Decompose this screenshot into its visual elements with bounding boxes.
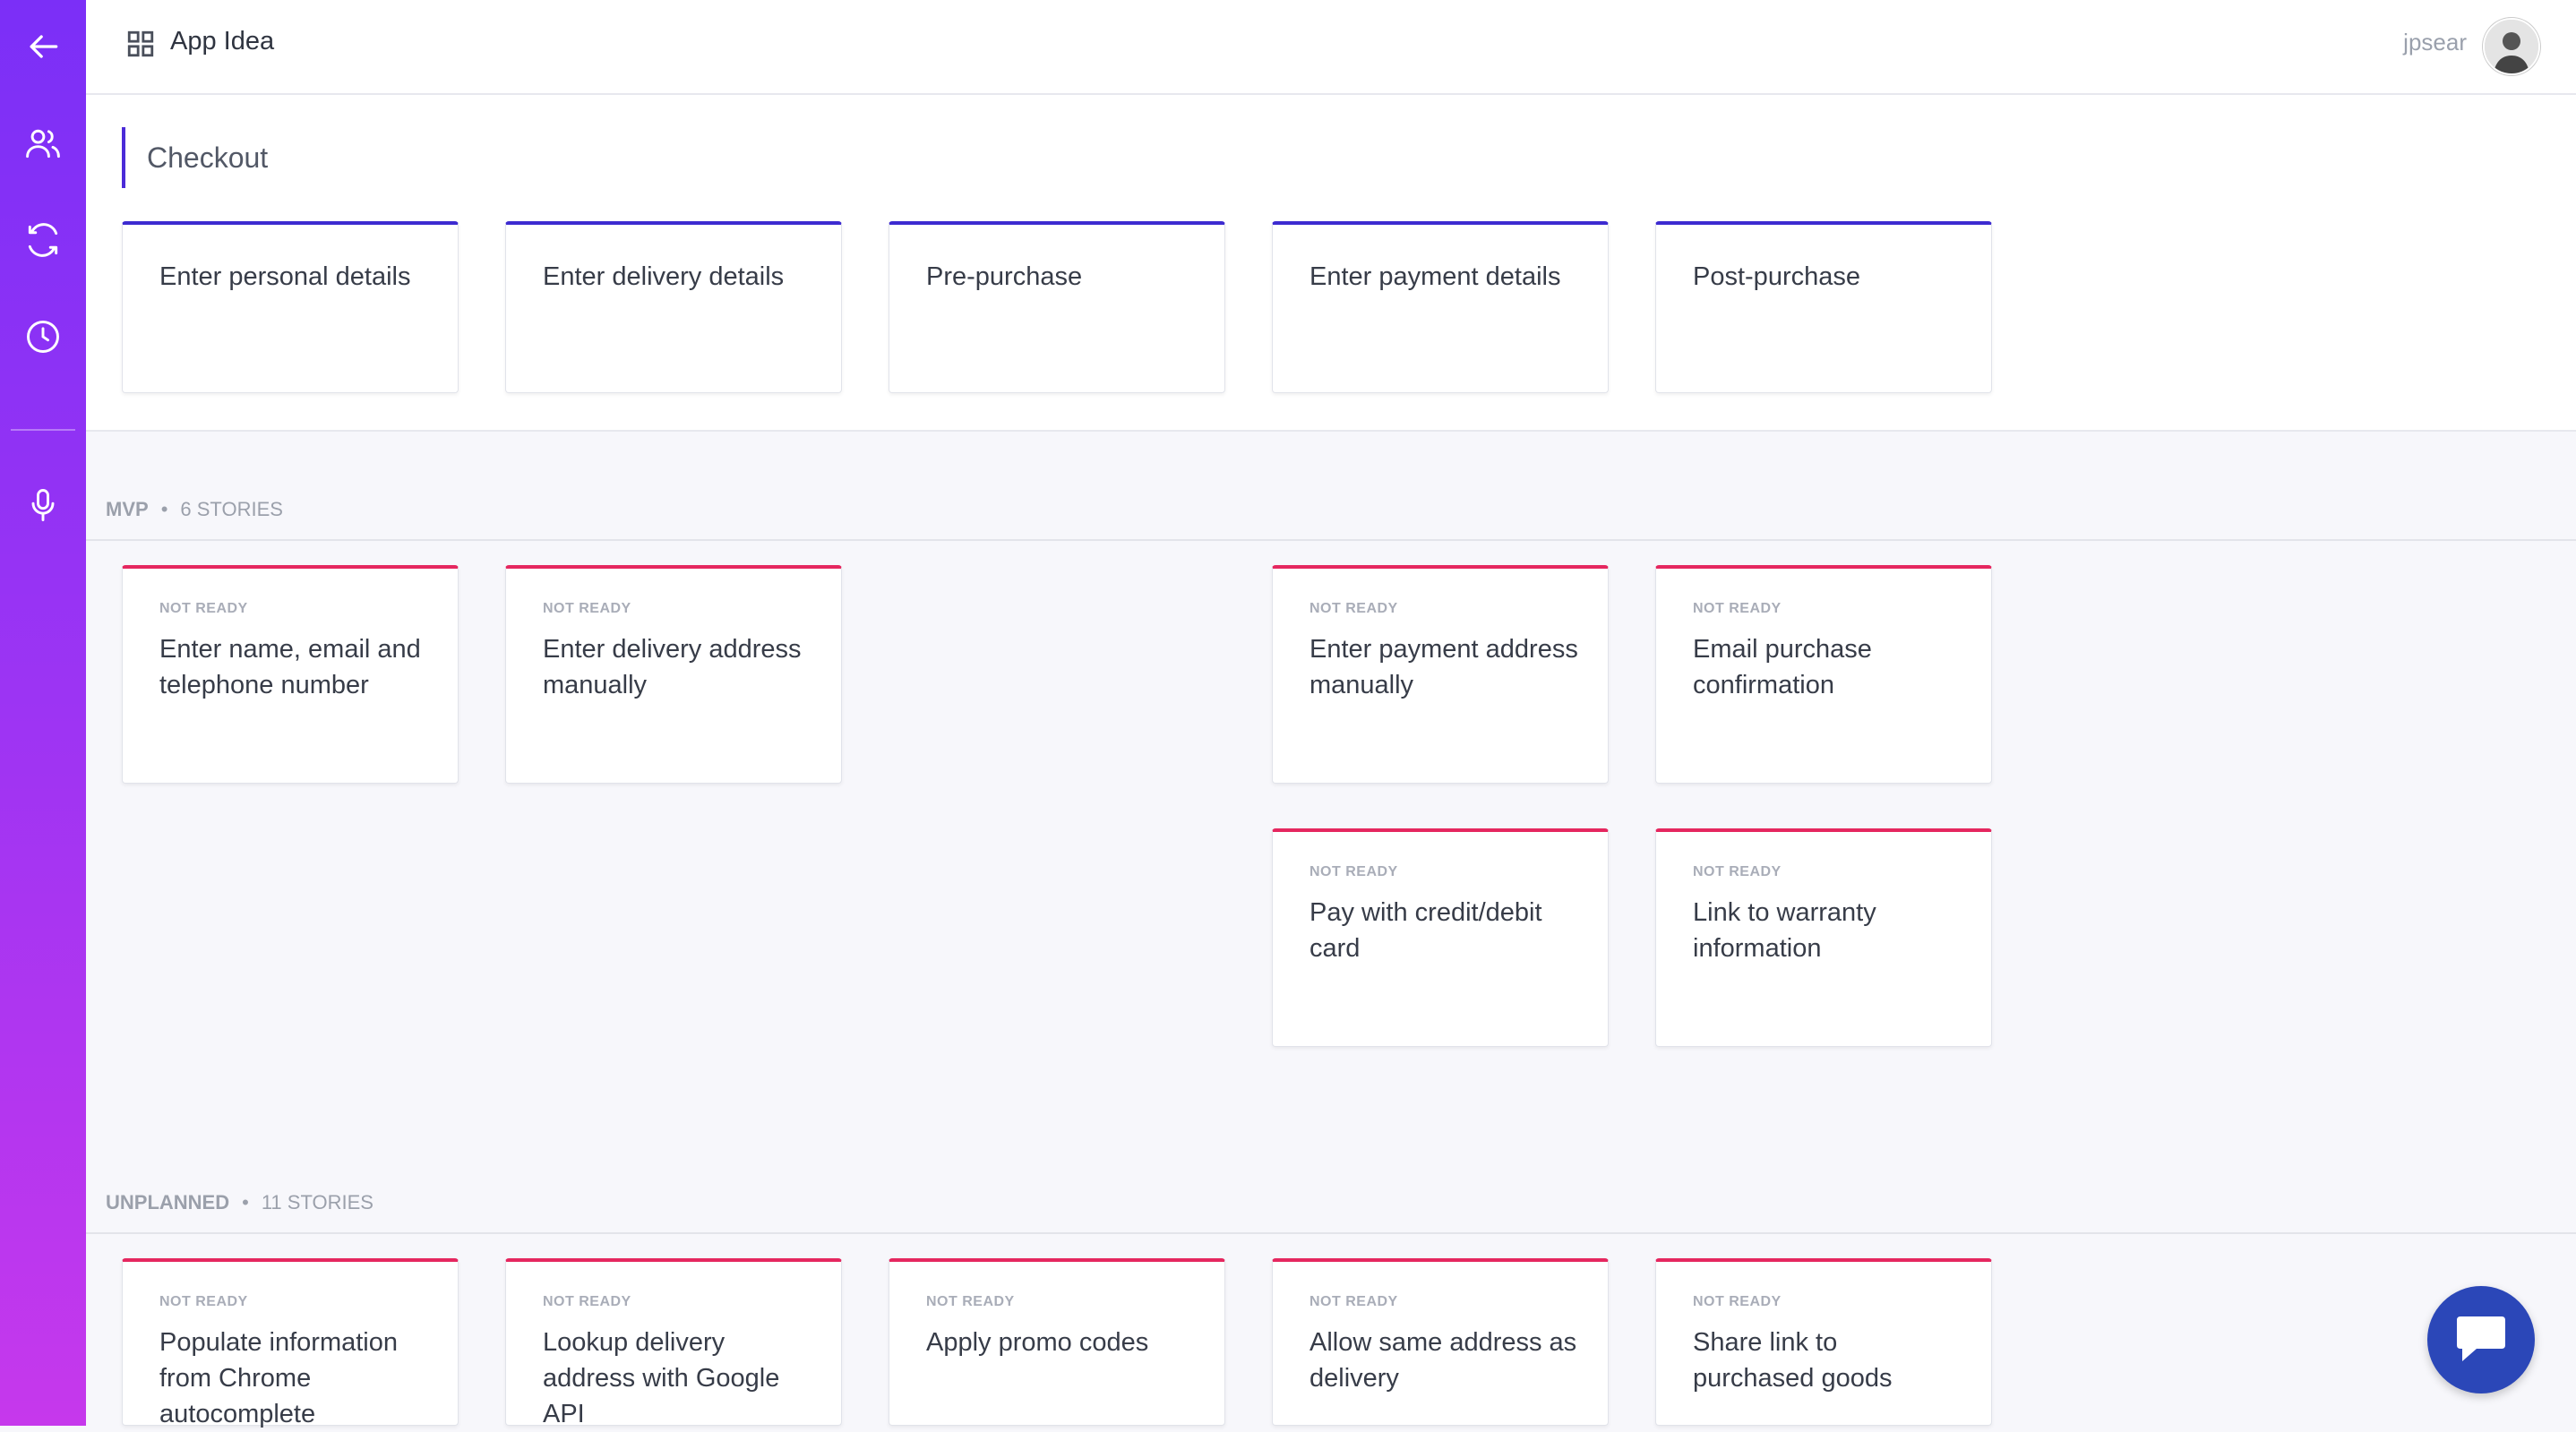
top-bar: App Idea jpsear (86, 0, 2576, 95)
release-count: 11 STORIES (261, 1191, 374, 1213)
release-header-unplanned[interactable]: UNPLANNED • 11 STORIES (106, 1191, 374, 1213)
story-title: Apply promo codes (926, 1328, 1149, 1357)
story-card[interactable]: NOT READY Share link to purchased goods (1655, 1258, 1992, 1426)
release-divider (86, 539, 2576, 541)
sync-icon[interactable] (21, 219, 64, 262)
users-icon[interactable] (21, 122, 64, 165)
story-card[interactable]: NOT READY Enter name, email and telephon… (122, 565, 459, 784)
status-badge: NOT READY (1693, 1294, 1782, 1309)
story-title: Allow same address as delivery (1309, 1328, 1577, 1393)
status-badge: NOT READY (543, 1294, 631, 1309)
story-title: Populate information from Chrome autocom… (159, 1328, 398, 1428)
step-card[interactable]: Post-purchase (1655, 221, 1992, 393)
story-title: Link to warranty information (1693, 898, 1876, 963)
status-badge: NOT READY (1693, 601, 1782, 616)
release-name: MVP (106, 498, 149, 520)
status-badge: NOT READY (1309, 1294, 1398, 1309)
step-title: Enter personal details (159, 262, 411, 291)
chat-bubble-icon (2457, 1316, 2505, 1361)
status-badge: NOT READY (543, 601, 631, 616)
activity-band: Checkout Enter personal details Enter de… (86, 95, 2576, 432)
username[interactable]: jpsear (2403, 29, 2467, 56)
activity-title[interactable]: Checkout (147, 141, 269, 174)
step-title: Post-purchase (1693, 262, 1860, 291)
step-card[interactable]: Enter personal details (122, 221, 459, 393)
back-arrow-icon[interactable] (21, 25, 64, 68)
clock-icon[interactable] (21, 315, 64, 358)
status-badge: NOT READY (1693, 864, 1782, 879)
sidebar-divider (11, 429, 75, 431)
release-count: 6 STORIES (180, 498, 283, 520)
story-card[interactable]: NOT READY Lookup delivery address with G… (505, 1258, 842, 1428)
avatar[interactable] (2483, 18, 2540, 75)
step-card[interactable]: Enter payment details (1272, 221, 1609, 393)
step-title: Enter delivery details (543, 262, 785, 291)
story-title: Enter name, email and telephone number (159, 635, 421, 699)
status-badge: NOT READY (1309, 864, 1398, 879)
release-name: UNPLANNED (106, 1191, 230, 1213)
status-badge: NOT READY (159, 1294, 248, 1309)
status-badge: NOT READY (926, 1294, 1015, 1309)
story-card[interactable]: NOT READY Enter payment address manually (1272, 565, 1609, 784)
release-divider (86, 1232, 2576, 1234)
story-card[interactable]: NOT READY Pay with credit/debit card (1272, 828, 1609, 1047)
story-card[interactable]: NOT READY Populate information from Chro… (122, 1258, 459, 1428)
step-card[interactable]: Pre-purchase (889, 221, 1225, 393)
story-title: Share link to purchased goods (1693, 1328, 1893, 1393)
story-card[interactable]: NOT READY Allow same address as delivery (1272, 1258, 1609, 1426)
story-title: Email purchase confirmation (1693, 635, 1872, 699)
step-card[interactable]: Enter delivery details (505, 221, 842, 393)
app-title[interactable]: App Idea (170, 27, 275, 56)
story-title: Lookup delivery address with Google API (543, 1328, 780, 1428)
story-title: Enter payment address manually (1309, 635, 1578, 699)
story-card[interactable]: NOT READY Link to warranty information (1655, 828, 1992, 1047)
story-card[interactable]: NOT READY Email purchase confirmation (1655, 565, 1992, 784)
status-badge: NOT READY (159, 601, 248, 616)
chat-button[interactable] (2427, 1286, 2535, 1393)
step-title: Pre-purchase (926, 262, 1083, 291)
step-title: Enter payment details (1309, 262, 1561, 291)
release-header-mvp[interactable]: MVP • 6 STORIES (106, 498, 283, 520)
status-badge: NOT READY (1309, 601, 1398, 616)
story-title: Pay with credit/debit card (1309, 898, 1542, 963)
story-card[interactable]: NOT READY Apply promo codes (889, 1258, 1225, 1426)
activity-accent-bar (122, 127, 125, 188)
microphone-icon[interactable] (21, 484, 64, 527)
grid-icon[interactable] (125, 29, 156, 59)
story-title: Enter delivery address manually (543, 635, 802, 699)
story-card[interactable]: NOT READY Enter delivery address manuall… (505, 565, 842, 784)
sidebar (0, 0, 86, 1426)
